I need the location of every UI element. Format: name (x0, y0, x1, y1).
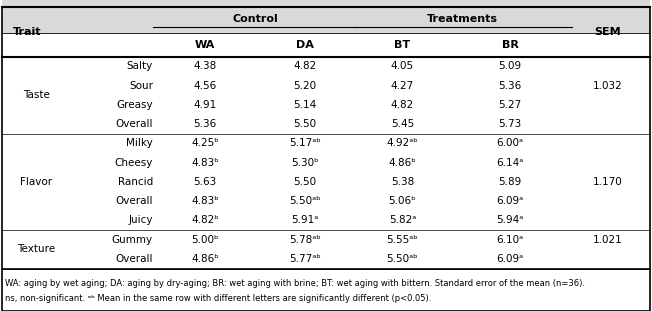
Text: Overall: Overall (115, 119, 153, 129)
Text: 5.89: 5.89 (498, 177, 522, 187)
Text: 5.63: 5.63 (194, 177, 216, 187)
Text: 1.021: 1.021 (593, 235, 623, 245)
Text: 4.86ᵇ: 4.86ᵇ (191, 254, 219, 264)
Text: 4.92ᵃᵇ: 4.92ᵃᵇ (387, 138, 419, 148)
Text: Trait: Trait (12, 27, 41, 37)
Text: 5.00ᵇ: 5.00ᵇ (191, 235, 219, 245)
Text: 5.77ᵃᵇ: 5.77ᵃᵇ (289, 254, 321, 264)
Text: 6.10ᵃ: 6.10ᵃ (496, 235, 524, 245)
Text: Taste: Taste (23, 90, 50, 100)
Text: Greasy: Greasy (116, 100, 153, 110)
Text: Rancid: Rancid (118, 177, 153, 187)
Text: 5.94ᵃ: 5.94ᵃ (496, 216, 524, 225)
Text: 5.36: 5.36 (498, 81, 522, 91)
Text: 5.91ᵃ: 5.91ᵃ (291, 216, 319, 225)
Text: Flavor: Flavor (20, 177, 52, 187)
Text: 4.83ᵇ: 4.83ᵇ (191, 196, 219, 206)
Text: 5.36: 5.36 (194, 119, 216, 129)
Text: 5.50ᵃᵇ: 5.50ᵃᵇ (387, 254, 419, 264)
Text: Overall: Overall (115, 196, 153, 206)
Text: BR: BR (501, 40, 518, 50)
Text: 6.09ᵃ: 6.09ᵃ (496, 254, 524, 264)
Text: 4.56: 4.56 (194, 81, 216, 91)
Text: Treatments: Treatments (427, 14, 498, 24)
Text: 4.83ᵇ: 4.83ᵇ (191, 158, 219, 168)
Text: 4.05: 4.05 (391, 61, 414, 71)
Text: WA: aging by wet aging; DA: aging by dry-aging; BR: wet aging with brine; BT: we: WA: aging by wet aging; DA: aging by dry… (5, 279, 585, 288)
Text: WA: WA (195, 40, 215, 50)
Text: Salty: Salty (126, 61, 153, 71)
Bar (2, 263, 650, 311)
Text: Juicy: Juicy (128, 216, 153, 225)
Text: BT: BT (394, 40, 411, 50)
Text: 5.50ᵃᵇ: 5.50ᵃᵇ (289, 196, 321, 206)
Text: 5.73: 5.73 (498, 119, 522, 129)
Text: 5.30ᵇ: 5.30ᵇ (291, 158, 319, 168)
Text: 5.50: 5.50 (293, 119, 317, 129)
Bar (2, 57, 650, 269)
Text: 5.78ᵃᵇ: 5.78ᵃᵇ (289, 235, 321, 245)
Bar (2, 0, 650, 33)
Text: 5.55ᵃᵇ: 5.55ᵃᵇ (387, 235, 419, 245)
Text: 5.17ᵃᵇ: 5.17ᵃᵇ (289, 138, 321, 148)
Text: 5.82ᵃ: 5.82ᵃ (389, 216, 416, 225)
Text: 1.032: 1.032 (593, 81, 623, 91)
Text: 5.27: 5.27 (498, 100, 522, 110)
Text: DA: DA (296, 40, 314, 50)
Text: 4.38: 4.38 (194, 61, 216, 71)
Text: Control: Control (232, 14, 278, 24)
Text: 4.82ᵇ: 4.82ᵇ (191, 216, 219, 225)
Text: Overall: Overall (115, 254, 153, 264)
Text: 5.14: 5.14 (293, 100, 317, 110)
Text: 4.27: 4.27 (391, 81, 414, 91)
Text: Cheesy: Cheesy (115, 158, 153, 168)
Text: Sour: Sour (129, 81, 153, 91)
Text: Texture: Texture (17, 244, 55, 254)
Text: SEM: SEM (595, 27, 621, 37)
Text: 5.45: 5.45 (391, 119, 414, 129)
Text: 6.00ᵃ: 6.00ᵃ (497, 138, 524, 148)
Text: 5.38: 5.38 (391, 177, 414, 187)
Text: 4.25ᵇ: 4.25ᵇ (191, 138, 219, 148)
Text: 4.91: 4.91 (194, 100, 216, 110)
Text: 5.50: 5.50 (293, 177, 317, 187)
Text: 4.86ᵇ: 4.86ᵇ (389, 158, 417, 168)
Text: 5.20: 5.20 (293, 81, 317, 91)
Text: ns, non-significant. ᵃᵇ Mean in the same row with different letters are signific: ns, non-significant. ᵃᵇ Mean in the same… (5, 295, 432, 304)
Text: 6.14ᵃ: 6.14ᵃ (496, 158, 524, 168)
Text: 6.09ᵃ: 6.09ᵃ (496, 196, 524, 206)
Text: 5.06ᵇ: 5.06ᵇ (389, 196, 417, 206)
Text: Milky: Milky (126, 138, 153, 148)
Text: 4.82: 4.82 (293, 61, 317, 71)
Text: 4.82: 4.82 (391, 100, 414, 110)
Text: 1.170: 1.170 (593, 177, 623, 187)
Text: 5.09: 5.09 (498, 61, 522, 71)
Text: Gummy: Gummy (112, 235, 153, 245)
